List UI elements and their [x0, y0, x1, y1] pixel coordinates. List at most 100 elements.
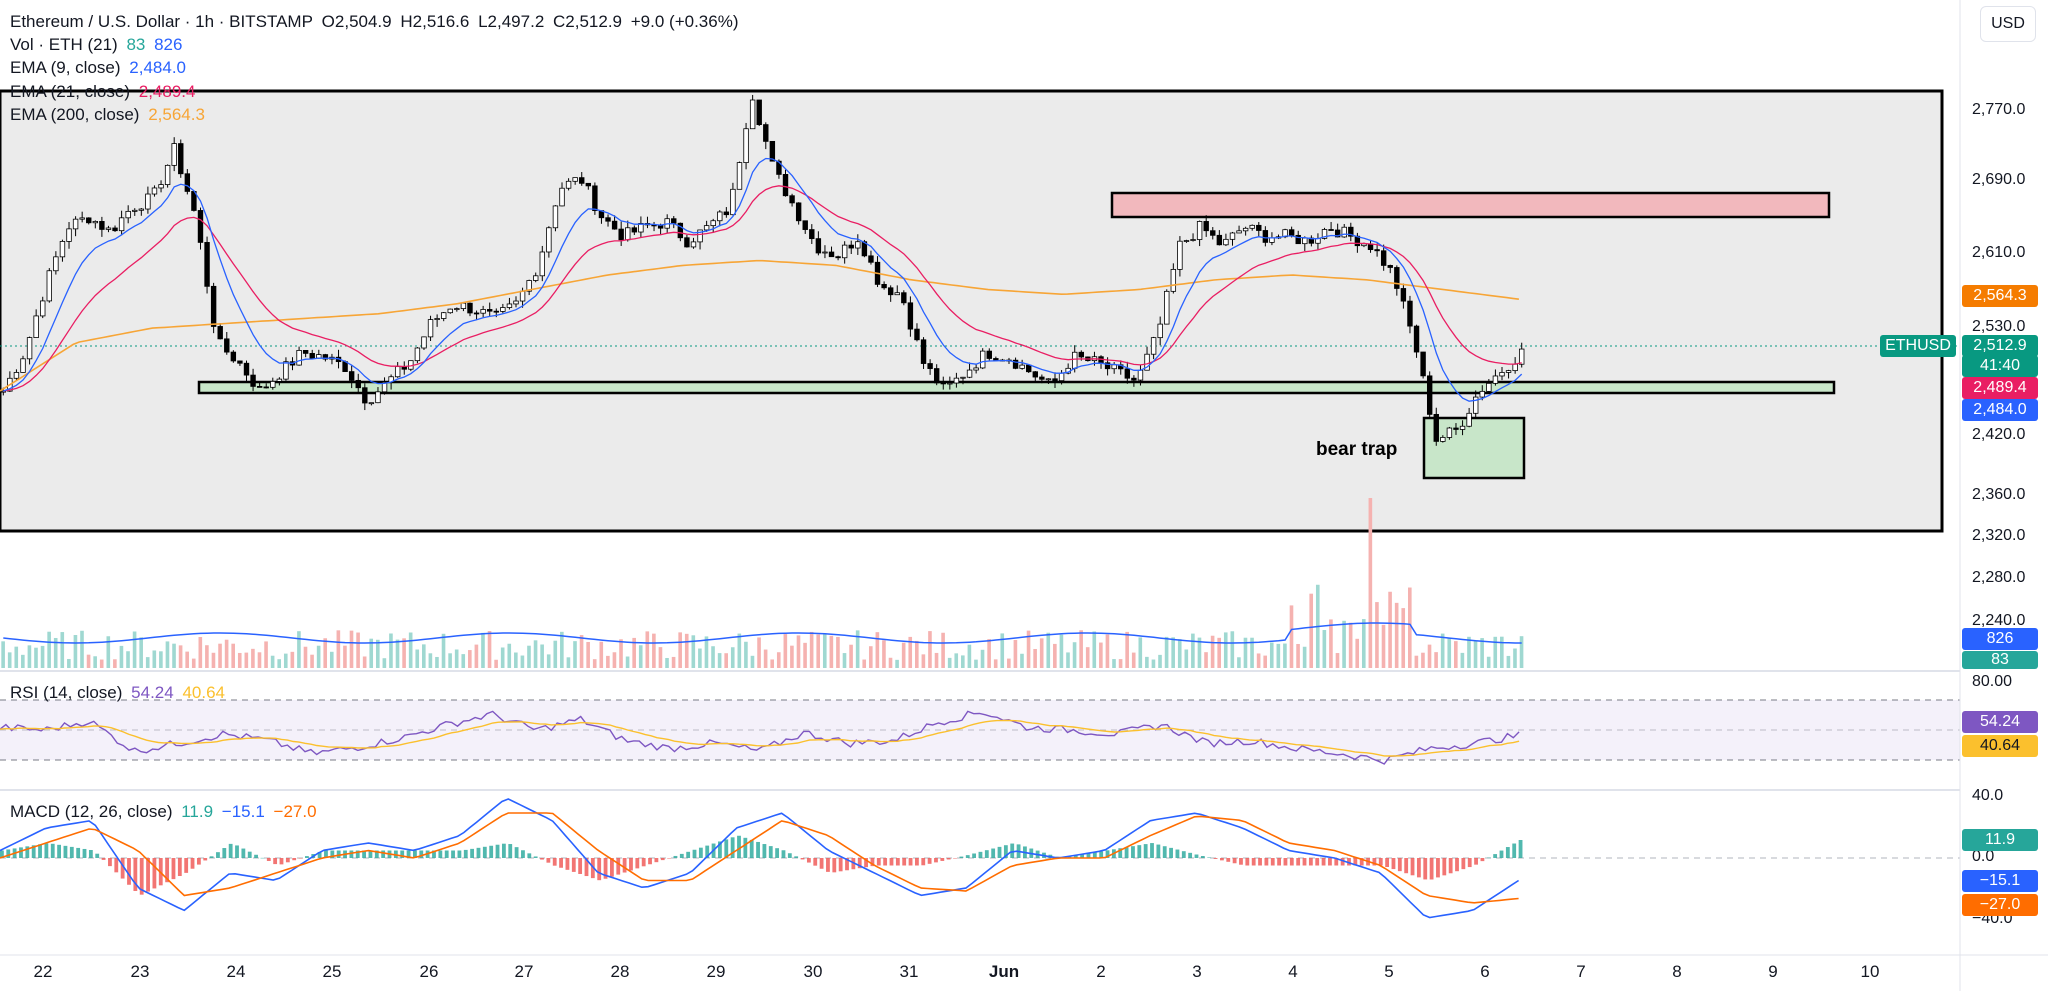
- volume-bar: [1506, 655, 1511, 668]
- candle-body: [933, 368, 940, 384]
- macd-hist-bar: [832, 858, 837, 873]
- volume-bar: [1467, 636, 1471, 668]
- volume-bar: [638, 645, 643, 668]
- macd-hist-bar: [324, 850, 328, 858]
- volume-bar: [1033, 648, 1037, 668]
- date-axis-label: 4: [1288, 962, 1298, 981]
- macd-hist-bar: [521, 850, 525, 858]
- macd-hist-bar: [660, 858, 665, 861]
- candle-body: [1282, 229, 1288, 238]
- candle-body: [13, 372, 20, 379]
- volume-bar: [1401, 608, 1406, 668]
- volume-ma-value: 826: [154, 35, 183, 54]
- macd-hist-bar: [82, 848, 87, 858]
- candle-body: [1026, 364, 1032, 373]
- candle-body: [151, 187, 158, 195]
- volume-bar: [573, 641, 577, 668]
- candle-body: [158, 184, 164, 189]
- macd-hist-bar: [1143, 844, 1148, 858]
- date-axis-label: 24: [226, 962, 246, 981]
- volume-bar: [290, 651, 295, 668]
- volume-bar: [500, 647, 505, 668]
- macd-hist-bar: [787, 853, 792, 858]
- countdown-tag: 41:40: [1962, 355, 2038, 377]
- volume-bar: [435, 656, 439, 668]
- volume-bar: [882, 640, 886, 668]
- candle-body: [1453, 427, 1459, 430]
- ema9-legend[interactable]: EMA (9, close) 2,484.0: [10, 56, 190, 79]
- range-box[interactable]: [0, 89, 1944, 533]
- candle-body: [1288, 229, 1295, 236]
- volume-bar: [126, 651, 130, 668]
- macd-hist-bar: [69, 846, 74, 858]
- candle-body: [940, 382, 946, 385]
- candle-body: [1394, 267, 1400, 289]
- candle-body: [1348, 226, 1354, 237]
- candle-body: [887, 287, 894, 296]
- volume-bar: [671, 656, 676, 668]
- volume-bar: [717, 653, 722, 668]
- candle-body: [993, 358, 999, 361]
- macd-hist-bar: [203, 858, 208, 861]
- volume-bar: [809, 631, 814, 668]
- macd-hist-bar: [1156, 844, 1161, 858]
- candle-body: [1446, 427, 1453, 438]
- volume-bar: [612, 652, 617, 668]
- candle-body: [197, 210, 204, 243]
- volume-bar: [1375, 602, 1379, 668]
- date-axis-label: 9: [1768, 962, 1778, 981]
- volume-bar: [145, 657, 150, 668]
- ema9-line: [3, 157, 1523, 402]
- volume-bar: [1039, 638, 1044, 668]
- volume-bar: [868, 646, 873, 668]
- candle-body: [1420, 351, 1426, 377]
- candle-body: [618, 228, 624, 241]
- ema200-legend[interactable]: EMA (200, close) 2,564.3: [10, 103, 209, 126]
- macd-hist-bar: [451, 850, 455, 858]
- macd-hist-bar: [959, 856, 964, 858]
- candle-body: [296, 349, 302, 366]
- support-zone[interactable]: [197, 380, 1836, 395]
- candle-body: [730, 188, 736, 216]
- volume-bar: [862, 659, 867, 668]
- candle-body: [1072, 351, 1078, 369]
- macd-hist-bar: [698, 847, 703, 858]
- symbol-legend[interactable]: Ethereum / U.S. Dollar · 1h · BITSTAMP O…: [10, 10, 743, 33]
- volume-legend[interactable]: Vol · ETH (21) 83 826: [10, 33, 186, 56]
- macd-hist-bar: [406, 850, 411, 858]
- candle-body: [250, 374, 256, 387]
- macd-hist-bar: [457, 850, 462, 858]
- bear-trap-box[interactable]: [1422, 416, 1526, 480]
- volume-bar: [264, 641, 268, 668]
- macd-hist-bar: [946, 858, 951, 860]
- date-axis-label: 23: [130, 962, 150, 981]
- ema21-legend[interactable]: EMA (21, close) 2,489.4: [10, 80, 199, 103]
- macd-hist-bar: [546, 858, 551, 863]
- resistance-zone[interactable]: [1110, 191, 1831, 219]
- macd-hist-bar: [1486, 857, 1491, 859]
- ohlc-change: +9.0 (+0.36%): [630, 12, 739, 31]
- rsi-legend[interactable]: RSI (14, close) 54.24 40.64: [10, 681, 229, 704]
- candle-body: [677, 222, 684, 239]
- macd-hist-bar: [1150, 843, 1154, 858]
- candle-body: [112, 227, 118, 232]
- volume-bar: [1361, 619, 1366, 668]
- volume-bar: [356, 632, 360, 668]
- macd-hist-bar: [991, 848, 996, 858]
- candle-body: [1012, 359, 1019, 369]
- macd-legend[interactable]: MACD (12, 26, close) 11.9 −15.1 −27.0: [10, 800, 321, 823]
- macd-hist-bar: [1372, 858, 1377, 866]
- currency-button[interactable]: USD: [1980, 6, 2036, 42]
- macd-hist-bar: [285, 858, 290, 863]
- rsi-axis-label: 80.00: [1972, 673, 2013, 690]
- volume-bar: [1381, 624, 1386, 668]
- volume-bar: [1460, 652, 1465, 668]
- volume-value: 83: [126, 35, 146, 54]
- macd-hist-bar: [330, 850, 335, 858]
- candle-body: [592, 185, 598, 212]
- volume-bar: [218, 643, 222, 668]
- candle-body: [1058, 372, 1065, 382]
- macd-hist-bar: [1302, 858, 1307, 866]
- volume-bars: [1, 498, 1524, 668]
